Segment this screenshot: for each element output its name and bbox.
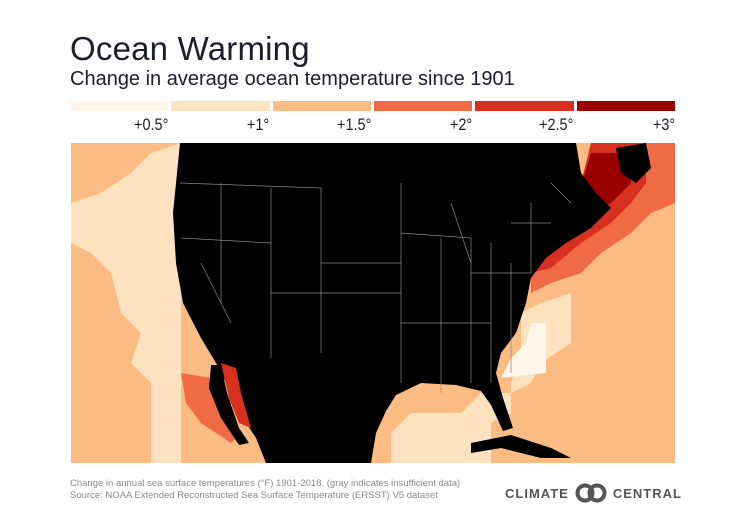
- legend-swatch: [272, 101, 371, 111]
- footer-notes: Change in annual sea surface temperature…: [70, 478, 460, 502]
- legend-item: +2°: [373, 101, 473, 135]
- legend-swatch: [576, 101, 675, 111]
- legend-item: +3°: [576, 101, 675, 135]
- legend-item: +1°: [171, 101, 270, 135]
- legend-swatch: [475, 101, 574, 111]
- footer-source: Source: NOAA Extended Reconstructed Sea …: [70, 490, 438, 501]
- page-title: Ocean Warming: [70, 30, 310, 67]
- color-legend: +0.5° +1° +1.5° +2° +2.5° +3°: [70, 101, 675, 135]
- cuba: [471, 435, 571, 458]
- atlantic-light-band: [391, 293, 571, 463]
- legend-item: +0.5°: [70, 101, 169, 135]
- legend-label: +0.5°: [134, 115, 169, 134]
- legend-label: +3°: [652, 115, 675, 134]
- legend-swatch: [373, 101, 473, 111]
- legend-item: +1.5°: [272, 101, 371, 135]
- legend-swatch: [171, 101, 270, 111]
- gulf-of-california: [221, 363, 251, 428]
- legend-label: +2°: [450, 115, 473, 134]
- page-subtitle: Change in average ocean temperature sinc…: [70, 68, 515, 90]
- land: [173, 143, 611, 463]
- logo-text-right: CENTRAL: [612, 485, 682, 501]
- state-borders: [179, 182, 572, 393]
- baja-peninsula: [209, 365, 249, 445]
- ocean-warming-map: [71, 143, 675, 463]
- legend-swatch: [70, 101, 169, 111]
- logo-rings-icon: [575, 483, 607, 503]
- carolina-pale-band: [501, 323, 546, 378]
- legend-label: +1°: [247, 115, 270, 134]
- climate-central-logo: CLIMATE CENTRAL: [505, 483, 682, 503]
- legend-label: +2.5°: [539, 115, 574, 134]
- pacific-light-band: [71, 143, 181, 463]
- legend-label: +1.5°: [336, 115, 371, 134]
- legend-item: +2.5°: [475, 101, 574, 135]
- newfoundland: [616, 143, 651, 183]
- logo-text-left: CLIMATE: [505, 485, 569, 501]
- footer-note: Change in annual sea surface temperature…: [70, 478, 461, 489]
